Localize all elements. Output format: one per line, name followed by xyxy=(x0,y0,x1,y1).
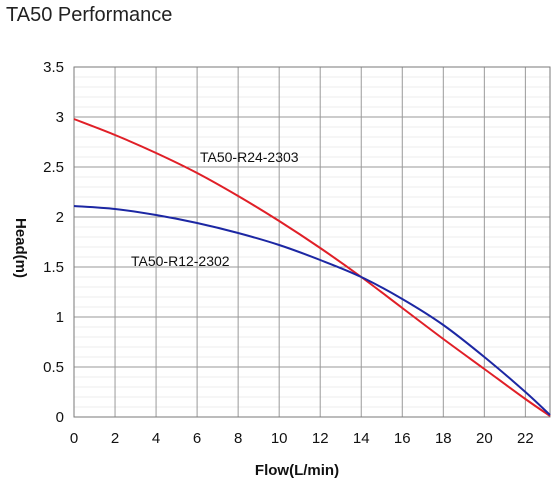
series-label-r24: TA50-R24-2303 xyxy=(200,149,299,165)
y-tick-label: 0.5 xyxy=(43,359,64,376)
series-lines xyxy=(73,118,551,417)
major-grid xyxy=(74,67,550,417)
y-tick-label: 3.5 xyxy=(43,59,64,76)
x-tick-label: 0 xyxy=(70,430,78,447)
x-tick-label: 14 xyxy=(353,430,370,447)
x-tick-label: 8 xyxy=(234,430,242,447)
y-axis-label: Head(m) xyxy=(12,218,29,278)
y-tick-label: 2 xyxy=(56,209,64,226)
x-tick-label: 18 xyxy=(435,430,452,447)
y-tick-label: 3 xyxy=(56,109,64,126)
y-tick-label: 1 xyxy=(56,309,64,326)
series-line-0 xyxy=(73,118,551,417)
minor-grid xyxy=(74,76,550,408)
x-tick-label: 20 xyxy=(476,430,493,447)
y-tick-label: 2.5 xyxy=(43,159,64,176)
series-line-1 xyxy=(73,205,551,416)
x-tick-label: 6 xyxy=(193,430,201,447)
x-tick-labels: 0 2 4 6 8 10 12 14 16 18 20 22 xyxy=(70,430,534,447)
x-tick-label: 4 xyxy=(152,430,160,447)
plot-frame xyxy=(73,66,551,418)
x-tick-label: 16 xyxy=(394,430,411,447)
x-tick-label: 12 xyxy=(312,430,329,447)
x-tick-label: 2 xyxy=(111,430,119,447)
chart-title: TA50 Performance xyxy=(6,4,173,26)
y-tick-labels: 0 0.5 1 1.5 2 2.5 3 3.5 xyxy=(43,59,64,426)
x-tick-label: 22 xyxy=(517,430,534,447)
x-tick-label: 10 xyxy=(271,430,288,447)
series-label-r12: TA50-R12-2302 xyxy=(131,253,230,269)
y-tick-label: 0 xyxy=(56,409,64,426)
y-tick-label: 1.5 xyxy=(43,259,64,276)
x-axis-label: Flow(L/min) xyxy=(255,462,339,479)
